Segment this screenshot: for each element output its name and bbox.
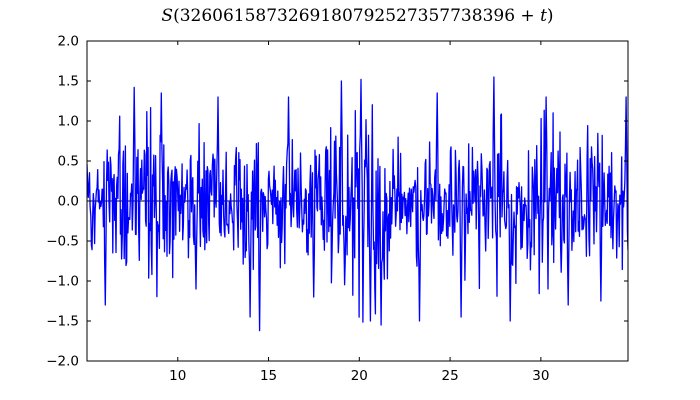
title-open-paren: ( [173,6,180,26]
y-tick-label: 2.0 [58,34,79,50]
y-tick-label: 0.5 [58,154,79,170]
data-series-line [87,76,628,332]
y-tick-label: −1.0 [46,274,79,290]
y-tick-label: 1.0 [58,114,79,130]
x-tick-labels: 10 15 20 25 30 [169,368,549,384]
x-tick-label: 15 [260,368,277,384]
y-tick-label: 1.5 [58,74,79,90]
x-tick-label: 30 [532,368,549,384]
y-tick-labels: 2.0 1.5 1.0 0.5 0.0 −0.5 −1.0 −1.5 −2.0 [46,34,79,370]
title-plus-operator: + [515,6,541,26]
y-tick-label: −0.5 [46,234,79,250]
title-argument-number: 3260615873269180792527357738396 [179,6,516,26]
y-tick-label: −2.0 [46,354,79,370]
y-tick-label: 0.0 [58,194,79,210]
title-close-paren: ) [546,6,554,26]
axis-ticks [87,40,628,362]
title-function-symbol: S [161,6,174,26]
chart-title: S(3260615873269180792527357738396 + t) [87,6,628,26]
x-tick-label: 25 [441,368,458,384]
x-tick-label: 10 [169,368,186,384]
y-tick-label: −1.5 [46,314,79,330]
x-tick-label: 20 [351,368,368,384]
title-variable: t [540,6,547,26]
